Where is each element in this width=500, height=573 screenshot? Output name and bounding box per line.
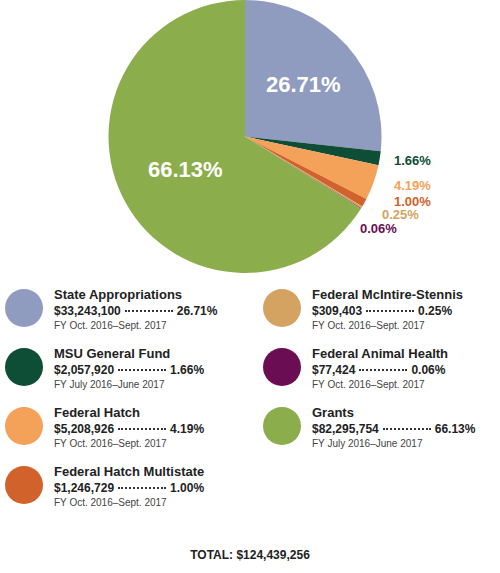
html-text:FY Oct. 2016–Sept. 2017: FY Oct. 2016–Sept. 2017 <box>312 320 425 331</box>
svg-text:1.00%: 1.00% <box>394 194 431 209</box>
html-text:FY July 2016–June 2017: FY July 2016–June 2017 <box>54 379 165 390</box>
html-text:$309,403: $309,403 <box>312 304 363 318</box>
svg-text:1.66%: 1.66% <box>394 153 431 168</box>
html-text:$77,424: $77,424 <box>312 363 356 377</box>
svg-text:26.71%: 26.71% <box>266 72 341 97</box>
svg-text:66.13%: 66.13% <box>148 157 223 182</box>
html-text:Federal Animal Health: Federal Animal Health <box>312 346 449 361</box>
html-text:FY Oct. 2016–Sept. 2017: FY Oct. 2016–Sept. 2017 <box>312 379 425 390</box>
html-text:Federal McIntire-Stennis: Federal McIntire-Stennis <box>312 287 463 302</box>
html-text:MSU General Fund: MSU General Fund <box>54 346 171 361</box>
html-text:1.00%: 1.00% <box>170 481 205 495</box>
html-text:FY Oct. 2016–Sept. 2017: FY Oct. 2016–Sept. 2017 <box>54 320 167 331</box>
html-text:FY Oct. 2016–Sept. 2017: FY Oct. 2016–Sept. 2017 <box>54 438 167 449</box>
html-text:1.66%: 1.66% <box>170 363 205 377</box>
html-text:Federal Hatch: Federal Hatch <box>54 405 140 420</box>
svg-text:0.25%: 0.25% <box>382 207 419 222</box>
svg-text:4.19%: 4.19% <box>394 178 431 193</box>
html-text:FY Oct. 2016–Sept. 2017: FY Oct. 2016–Sept. 2017 <box>54 497 167 508</box>
html-text:4.19%: 4.19% <box>170 422 205 436</box>
html-text:State Appropriations: State Appropriations <box>54 287 183 302</box>
html-text:$5,208,926: $5,208,926 <box>54 422 115 436</box>
html-text:66.13%: 66.13% <box>434 422 476 436</box>
html-text:26.71%: 26.71% <box>176 304 218 318</box>
html-text:$33,243,100: $33,243,100 <box>54 304 121 318</box>
html-text:Grants: Grants <box>312 405 354 420</box>
html-text:$1,246,729: $1,246,729 <box>54 481 115 495</box>
html-text:$2,057,920: $2,057,920 <box>54 363 115 377</box>
html-text:TOTAL: $124,439,256: TOTAL: $124,439,256 <box>190 548 310 562</box>
html-text:$82,295,754: $82,295,754 <box>312 422 379 436</box>
html-text:Federal Hatch Multistate: Federal Hatch Multistate <box>54 464 205 479</box>
html-text:0.25%: 0.25% <box>418 304 453 318</box>
html-text:FY July 2016–June 2017: FY July 2016–June 2017 <box>312 438 423 449</box>
svg-text:0.06%: 0.06% <box>360 221 397 236</box>
html-text:0.06%: 0.06% <box>411 363 446 377</box>
